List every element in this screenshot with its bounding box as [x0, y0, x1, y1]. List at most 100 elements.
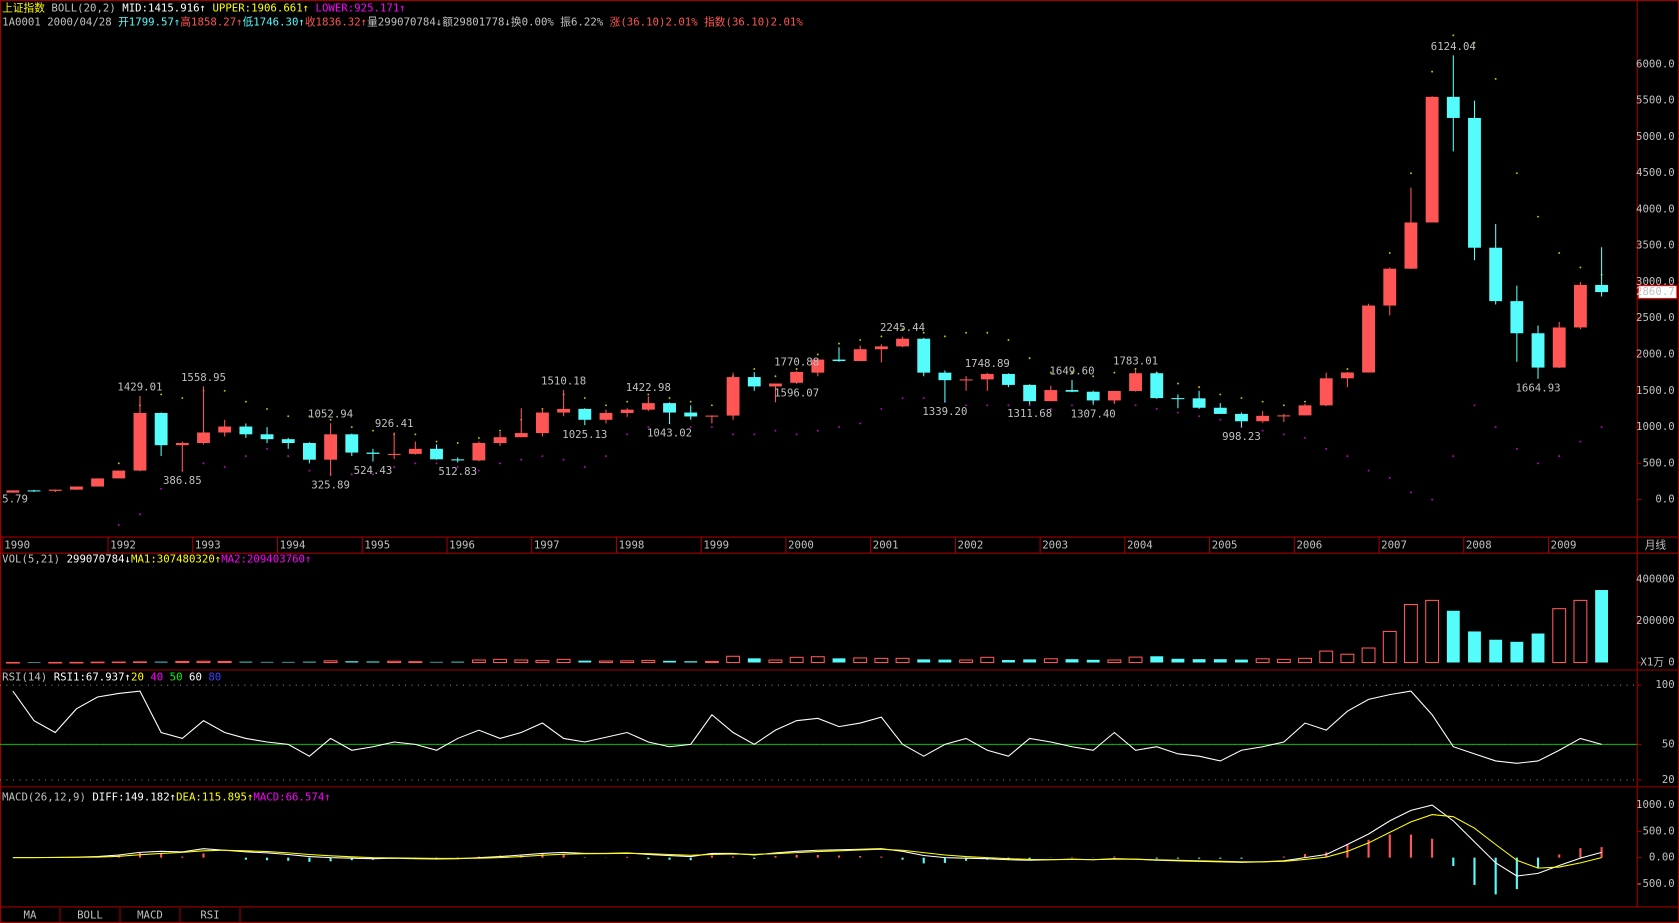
- boll-dot: [732, 433, 735, 436]
- x-tick-label: 2002: [958, 539, 984, 552]
- x-tick-label: 2001: [873, 539, 899, 552]
- candle-body: [811, 359, 825, 373]
- candle-body: [1107, 390, 1121, 401]
- boll-dot: [1219, 418, 1222, 421]
- volume-bar: [1319, 650, 1334, 664]
- volume-bar: [90, 661, 105, 664]
- legend-segment: 上证指数: [2, 2, 45, 15]
- boll-dot: [901, 397, 904, 399]
- boll-dot: [223, 465, 226, 468]
- legend-segment: 60: [189, 671, 208, 684]
- volume-bar: [27, 662, 41, 663]
- legend-segment: 收1836.32↑: [305, 16, 367, 29]
- volume-bar: [1382, 630, 1397, 664]
- candle-body: [1404, 222, 1418, 269]
- boll-dot: [1367, 469, 1370, 472]
- tab[interactable]: MA: [24, 908, 37, 921]
- boll-dot: [350, 473, 353, 476]
- volume-bar: [1403, 603, 1418, 664]
- legend-segment: 涨(36.10)2.01%: [610, 16, 704, 29]
- legend-segment: RSI1:67.937↑: [54, 671, 131, 684]
- boll-dot: [1219, 393, 1222, 396]
- volume-bar: [1150, 656, 1164, 663]
- boll-dot: [1537, 462, 1540, 465]
- y-tick-label: 200000: [1636, 614, 1675, 627]
- volume-bar: [832, 658, 846, 663]
- volume-bar: [747, 658, 761, 663]
- legend-segment: 299070784↓: [67, 553, 131, 566]
- tab[interactable]: MACD: [137, 908, 163, 921]
- candle-body: [1065, 390, 1079, 392]
- volume-bar: [1340, 653, 1355, 664]
- candle-body: [853, 349, 867, 362]
- legend-segment: MID:1415.916↑: [122, 2, 206, 15]
- candle-body: [324, 434, 338, 460]
- boll-dot: [181, 397, 184, 399]
- annotation: 998.23: [1222, 430, 1261, 443]
- tab[interactable]: BOLL: [77, 908, 103, 921]
- tab[interactable]: RSI: [200, 908, 219, 921]
- boll-dot: [838, 426, 840, 429]
- boll-dot: [1409, 172, 1412, 175]
- boll-dot: [605, 404, 607, 407]
- boll-dot: [1282, 433, 1285, 436]
- volume-bar: [1446, 610, 1460, 663]
- volume-bar: [514, 659, 529, 664]
- boll-dot: [753, 433, 756, 436]
- period-label: 月线: [1645, 539, 1667, 552]
- candle-body: [641, 403, 655, 410]
- boll-dot: [689, 400, 692, 403]
- candle-body: [197, 432, 210, 444]
- boll-dot: [266, 447, 269, 450]
- legend-text: 上证指数 BOLL(20,2) MID:1415.916↑ UPPER:1906…: [2, 2, 406, 15]
- annotation: 1307.40: [1071, 407, 1116, 420]
- boll-dot: [562, 458, 565, 461]
- candle-body: [175, 443, 189, 446]
- volume-bar: [132, 661, 147, 664]
- y-tick-label: 3000.0: [1636, 275, 1675, 288]
- volume-bar: [663, 660, 676, 663]
- volume-bar: [493, 658, 508, 664]
- y-tick-label: -500.0: [1636, 877, 1675, 890]
- candle-body: [599, 412, 613, 420]
- y-tick-label: 50: [1662, 737, 1675, 750]
- candle-body: [1573, 284, 1587, 328]
- boll-dot: [160, 393, 163, 396]
- volume-bar: [1510, 641, 1524, 663]
- boll-dot: [1071, 404, 1073, 407]
- candle-body: [281, 439, 295, 444]
- boll-dot: [1452, 455, 1455, 458]
- volume-bar: [1171, 658, 1185, 663]
- candle-body: [1531, 333, 1545, 368]
- candle-body: [726, 377, 740, 416]
- volume-bar: [1489, 639, 1503, 663]
- volume-bar: [345, 661, 359, 663]
- x-tick-label: 2005: [1212, 539, 1238, 552]
- y-tick-label: 0.00: [1649, 851, 1675, 864]
- candle-body: [1150, 373, 1164, 399]
- boll-dot: [372, 473, 374, 476]
- y-tick-label: 4000.0: [1636, 202, 1675, 215]
- legend-text: MACD(26,12,9) DIFF:149.182↑DEA:115.895↑M…: [2, 791, 331, 804]
- candle-body: [387, 453, 401, 455]
- candle-body: [408, 448, 422, 454]
- boll-dot: [1388, 251, 1391, 254]
- y-tick-label: 2500.0: [1636, 311, 1675, 324]
- candle-body: [874, 346, 888, 350]
- boll-dot: [605, 455, 607, 458]
- candle-body: [1383, 268, 1397, 306]
- boll-dot: [1198, 386, 1201, 389]
- volume-bar: [1276, 658, 1291, 664]
- boll-dot: [859, 422, 862, 425]
- candle-body: [451, 459, 465, 461]
- candle-body: [1002, 373, 1015, 385]
- x-tick-label: 1998: [619, 539, 645, 552]
- volume-bar: [1023, 659, 1037, 663]
- boll-dot: [117, 524, 120, 526]
- candle-body: [536, 412, 549, 434]
- volume-bar: [578, 660, 592, 663]
- annotation: 1422.98: [626, 381, 671, 394]
- annotation: 1052.94: [308, 408, 353, 421]
- annotation: 1025.13: [562, 428, 607, 441]
